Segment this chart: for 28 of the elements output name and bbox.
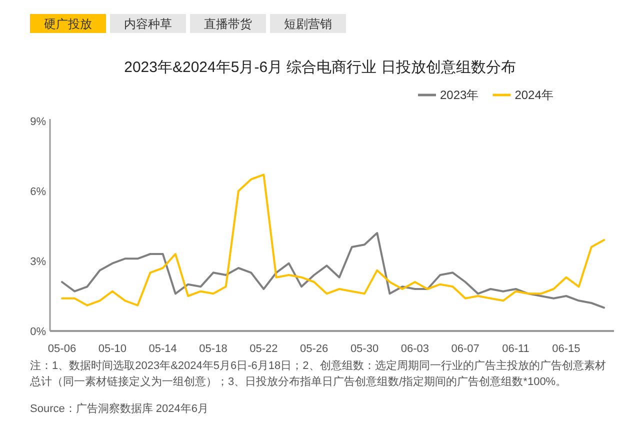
x-tick-label: 06-03: [400, 343, 429, 355]
line-series: [61, 174, 605, 306]
y-tick-label: 3%: [30, 256, 46, 268]
tab: 短剧营销: [270, 14, 346, 33]
y-tick-label: 0%: [30, 326, 46, 338]
legend-label: 2024年: [514, 88, 554, 102]
legend-item: 2023年: [418, 88, 479, 102]
legend-item: 2024年: [492, 88, 554, 102]
tab: 内容种草: [110, 14, 186, 33]
x-tick-label: 05-22: [250, 343, 278, 355]
chart-title: 2023年&2024年5月-6月 综合电商行业 日投放创意组数分布: [124, 59, 516, 76]
legend-label: 2023年: [440, 88, 479, 102]
x-tick-label: 05-30: [350, 343, 379, 355]
tab: 硬广投放: [30, 14, 106, 33]
x-tick-label: 05-10: [98, 343, 126, 355]
x-tick-label: 06-07: [451, 343, 480, 355]
x-tick-label: 06-11: [502, 343, 530, 355]
source-note: Source：广告洞察数据库 2024年6月: [30, 402, 208, 416]
x-tick-label: 05-14: [148, 343, 177, 355]
y-tick-label: 9%: [30, 116, 46, 128]
x-tick-label: 06-15: [552, 343, 580, 355]
y-tick-label: 6%: [30, 186, 46, 198]
x-tick-label: 05-18: [199, 343, 228, 355]
x-tick-label: 05-06: [48, 343, 76, 355]
tab: 直播带货: [190, 14, 266, 33]
line-series: [61, 232, 605, 309]
x-tick-label: 05-26: [300, 343, 328, 355]
text: 注：1、数据时间选取2023年&2024年5月6日-6月18日；2、创意组数：选定周期同一行业的广告主投放的广告创意素材总计（同一素材链接定义为一组创意）；3、日投放分布指单日广告创意组数/指定期间的广告创意组数*100%。: [30, 358, 607, 390]
